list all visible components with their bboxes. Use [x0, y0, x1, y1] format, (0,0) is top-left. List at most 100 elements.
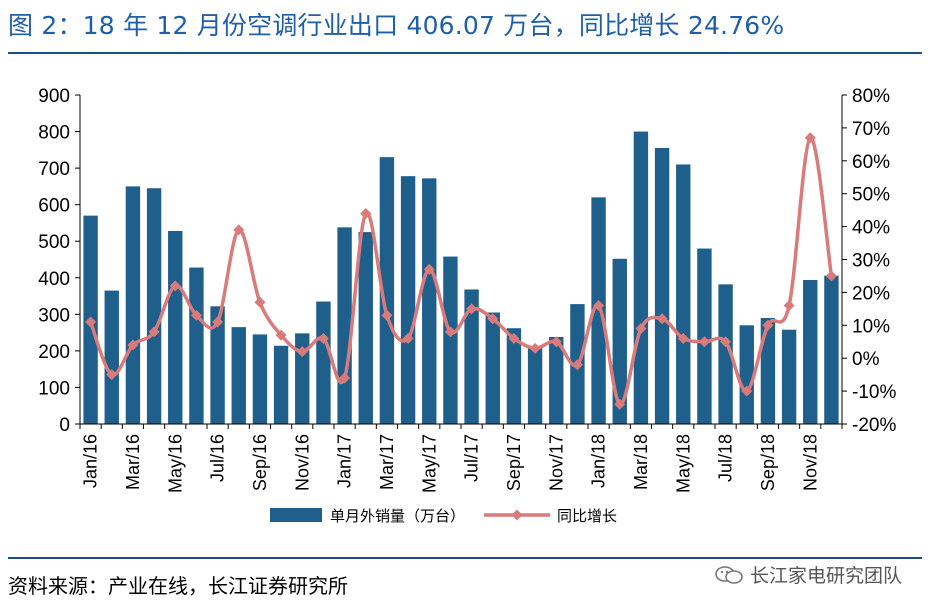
bar — [295, 333, 310, 424]
bar — [379, 157, 395, 424]
left-tick-label: 800 — [38, 123, 70, 144]
line-point — [614, 398, 626, 410]
line-point — [656, 313, 668, 325]
bar — [803, 279, 818, 424]
combo-chart: 0 100 200 300 400 500 600 700 800 900 -20% -10% 0% 10… — [38, 86, 896, 525]
right-tick-label: -10% — [852, 382, 896, 403]
bar — [104, 290, 119, 424]
x-tick-label: Mar/17 — [377, 434, 397, 490]
line-point — [444, 326, 456, 338]
bar — [676, 164, 691, 424]
line-point — [233, 224, 245, 236]
line-point — [550, 336, 562, 348]
line-point — [275, 329, 287, 341]
line-point — [190, 309, 202, 321]
line-point — [720, 336, 732, 348]
x-tick-label: May/16 — [165, 434, 185, 493]
line-point — [423, 263, 435, 275]
line-point — [148, 326, 160, 338]
line-point — [212, 316, 224, 328]
bar — [633, 131, 649, 425]
line-point — [593, 300, 605, 312]
bar — [485, 312, 500, 424]
right-tick-label: 20% — [852, 283, 890, 304]
right-tick-label: -20% — [852, 415, 896, 436]
line-point — [529, 342, 541, 354]
bar — [189, 267, 204, 424]
x-tick-label: Jul/16 — [208, 434, 228, 482]
right-tick-label: 30% — [852, 251, 890, 272]
line-point — [296, 346, 308, 358]
right-tick-label: 0% — [852, 349, 880, 370]
x-tick-label: Mar/18 — [631, 434, 651, 490]
legend-bar-swatch — [270, 508, 322, 522]
watermark: 长江家电研究团队 — [714, 561, 902, 588]
wechat-icon — [715, 565, 743, 584]
bar — [739, 325, 754, 424]
legend: 单月外销量（万台） 同比增长 — [270, 508, 617, 525]
legend-line-label: 同比增长 — [557, 508, 617, 525]
line-point — [317, 332, 329, 344]
line-series — [85, 132, 837, 410]
bar — [549, 336, 564, 424]
line-point — [466, 303, 478, 315]
x-tick-label: Nov/17 — [546, 434, 566, 491]
x-tick-label: Jan/17 — [335, 434, 355, 488]
bar — [168, 230, 183, 424]
left-tick-label: 600 — [38, 196, 70, 217]
left-tick-label: 500 — [38, 232, 70, 253]
line-point — [106, 369, 118, 381]
line-point — [635, 323, 647, 335]
line-point — [169, 280, 181, 292]
line-point — [783, 300, 795, 312]
bar — [146, 188, 162, 424]
source-note: 资料来源：产业在线，长江证券研究所 — [8, 574, 348, 598]
line-point — [698, 336, 710, 348]
right-tick-label: 80% — [852, 86, 890, 107]
bar — [422, 178, 437, 424]
left-tick-label: 0 — [59, 415, 70, 436]
x-tick-label: Mar/16 — [123, 434, 143, 490]
x-tick-label: Nov/16 — [292, 434, 312, 491]
bar-series — [83, 131, 839, 425]
bar — [210, 306, 225, 424]
line-point — [677, 332, 689, 344]
line-point — [487, 313, 499, 325]
bar — [718, 284, 733, 424]
x-tick-label: Jan/16 — [81, 434, 101, 488]
line-point — [85, 316, 97, 328]
line-point — [762, 319, 774, 331]
bar — [781, 329, 797, 424]
title-divider — [8, 52, 922, 54]
line-point — [825, 270, 837, 282]
bar — [358, 232, 373, 424]
right-tick-label: 50% — [852, 185, 890, 206]
source-divider — [8, 557, 922, 559]
left-tick-label: 700 — [38, 159, 70, 180]
bar — [231, 327, 246, 424]
x-tick-label: Jan/18 — [589, 434, 609, 488]
x-tick-label: Jul/17 — [462, 434, 482, 482]
legend-bar-label: 单月外销量（万台） — [330, 508, 465, 525]
watermark-text: 长江家电研究团队 — [749, 565, 902, 587]
line-point — [741, 385, 753, 397]
bar — [400, 176, 416, 424]
bar — [273, 345, 289, 424]
bar — [443, 256, 458, 424]
chart-title: 图 2：18 年 12 月份空调行业出口 406.07 万台，同比增长 24.7… — [8, 11, 785, 40]
line-point — [339, 372, 351, 384]
x-tick-label: May/17 — [419, 434, 439, 493]
left-tick-label: 400 — [38, 269, 70, 290]
right-tick-label: 60% — [852, 152, 890, 173]
right-tick-label: 40% — [852, 218, 890, 239]
right-tick-label: 10% — [852, 316, 890, 337]
bar — [612, 258, 627, 424]
line-point — [254, 296, 266, 308]
x-tick-label: Sep/16 — [250, 434, 270, 491]
x-tick-label: Sep/17 — [504, 434, 524, 491]
bar — [654, 148, 670, 424]
x-tick-label: Sep/18 — [758, 434, 778, 491]
bar — [316, 301, 331, 424]
bar — [252, 334, 268, 424]
x-tick-label: Jul/18 — [716, 434, 736, 482]
